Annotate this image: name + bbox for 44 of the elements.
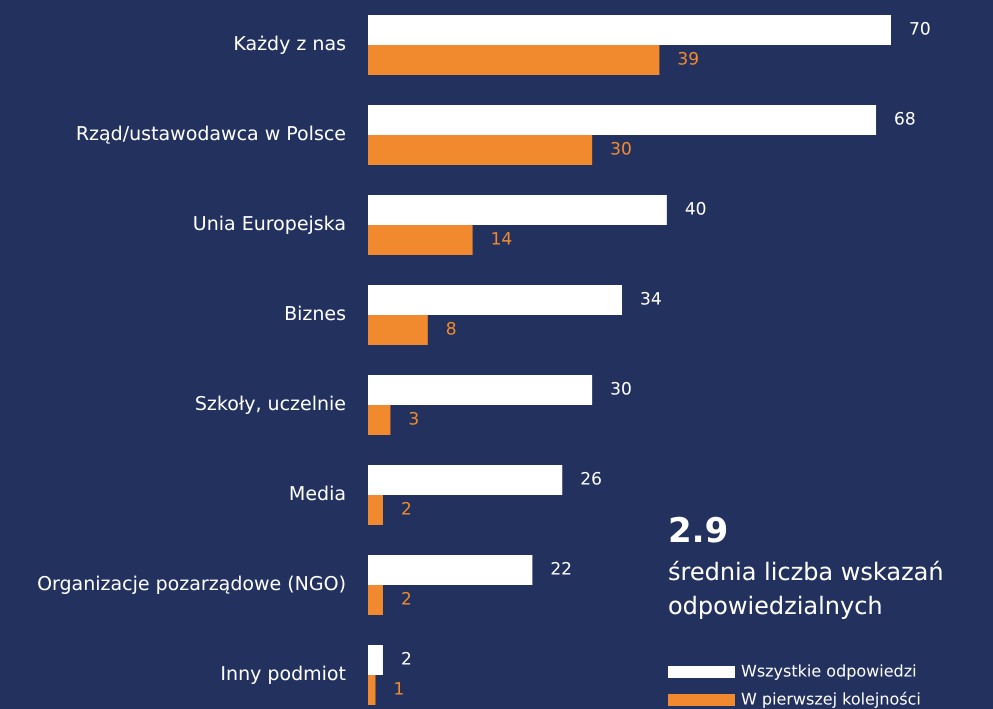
y-tick-label: Media — [288, 483, 346, 506]
bar — [368, 375, 592, 405]
bar — [368, 195, 667, 225]
bar — [368, 555, 532, 585]
bar — [368, 315, 428, 345]
data-label: 3 — [408, 410, 420, 430]
bar — [368, 285, 622, 315]
annotation: średnia liczba wskazań odpowiedzialnych — [668, 558, 944, 620]
y-tick-label: Inny podmiot — [220, 663, 346, 686]
data-label: 30 — [610, 380, 632, 400]
data-label: 1 — [393, 680, 404, 700]
data-label: 40 — [684, 200, 706, 220]
bar — [368, 225, 473, 255]
y-tick-label: Organizacje pozarządowe (NGO) — [37, 573, 346, 596]
bar — [368, 675, 376, 705]
bar — [368, 405, 390, 435]
bar — [368, 45, 660, 75]
y-tick-label: Biznes — [284, 303, 346, 326]
bar — [368, 135, 592, 165]
data-label: 39 — [677, 50, 700, 70]
data-label: 2 — [400, 500, 412, 520]
annotation: 2.9 — [668, 511, 728, 551]
data-label: 70 — [909, 20, 931, 40]
bar — [368, 495, 383, 525]
data-label: 30 — [610, 140, 632, 160]
legend-label: W pierwszej kolejności — [741, 689, 921, 708]
data-label: 68 — [894, 110, 916, 130]
y-tick-label: Rząd/ustawodawca w Polsce — [76, 123, 346, 146]
bar — [368, 15, 891, 45]
data-label: 34 — [640, 290, 662, 310]
bar — [368, 645, 383, 675]
y-tick-label: Każdy z nas — [233, 33, 346, 56]
legend-label: Wszystkie odpowiedzi — [741, 661, 917, 680]
bar — [368, 105, 876, 135]
y-tick-label: Unia Europejska — [192, 213, 346, 236]
data-label: 2 — [400, 590, 412, 610]
data-label: 8 — [446, 320, 457, 340]
data-label: 26 — [580, 470, 602, 490]
y-tick-label: Szkoły, uczelnie — [194, 393, 346, 416]
bar — [368, 465, 562, 495]
bar — [368, 585, 383, 615]
data-label: 2 — [400, 650, 412, 670]
data-label: 14 — [490, 230, 512, 250]
data-label: 22 — [550, 560, 572, 580]
